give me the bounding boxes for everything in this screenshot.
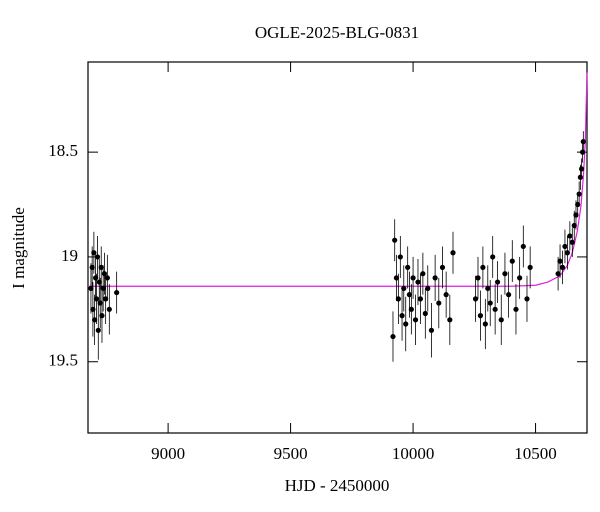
data-point [494, 279, 501, 285]
x-axis-label: HJD - 2450000 [285, 476, 390, 495]
y-axis-label: I magnitude [9, 207, 28, 289]
data-point [447, 317, 453, 323]
data-point [555, 271, 561, 277]
data-point [506, 292, 512, 298]
data-point [422, 310, 428, 317]
data-point [487, 300, 493, 306]
data-point [573, 212, 579, 218]
data-point [393, 275, 400, 281]
data-point [475, 275, 481, 281]
x-tick-label: 9500 [274, 444, 308, 463]
data-point [520, 243, 526, 250]
data-point [114, 289, 120, 296]
y-tick-label: 18.5 [48, 141, 78, 160]
data-point [562, 243, 568, 250]
x-tick-label: 10500 [514, 444, 557, 463]
data-point [98, 264, 104, 271]
data-point [410, 275, 416, 281]
x-tick-label: 9000 [151, 444, 185, 463]
data-point [92, 317, 98, 323]
data-point [502, 271, 508, 277]
data-point [482, 321, 488, 327]
data-point [399, 313, 405, 319]
data-point [103, 296, 109, 302]
data-point [576, 191, 582, 197]
data-point [90, 306, 96, 312]
data-point [397, 254, 403, 260]
data-point [99, 313, 105, 319]
data-point [415, 279, 421, 285]
data-point [403, 321, 409, 327]
data-point [390, 333, 396, 340]
data-point [577, 174, 583, 180]
data-point [513, 306, 519, 312]
plot-frame [87, 61, 588, 434]
x-tick-label: 10000 [392, 444, 435, 463]
data-point [480, 264, 486, 271]
data-point [490, 254, 496, 260]
data-point [579, 166, 585, 172]
data-point [559, 264, 566, 271]
data-point [524, 296, 530, 302]
data-point [405, 264, 411, 271]
data-point [106, 306, 112, 312]
data-point [392, 237, 398, 243]
data-point [477, 313, 484, 319]
y-tick-label: 19 [61, 246, 78, 265]
data-point [406, 292, 412, 298]
data-point [485, 285, 491, 291]
data-point [517, 275, 523, 281]
data-point [408, 306, 414, 312]
chart-title: OGLE-2025-BLG-0831 [255, 23, 419, 42]
data-point [93, 296, 100, 302]
data-point [436, 300, 442, 306]
model-curve [88, 72, 588, 287]
data-point [527, 264, 533, 271]
data-point [580, 139, 586, 145]
data-point [91, 250, 97, 256]
data-point [95, 327, 101, 333]
data-point [498, 317, 504, 323]
data-point [564, 250, 571, 256]
data-point [450, 250, 456, 256]
data-point [412, 317, 419, 323]
data-point [94, 254, 101, 260]
data-point [579, 149, 586, 155]
data-point [100, 285, 106, 291]
data-point [417, 296, 424, 302]
data-point [569, 239, 575, 245]
data-point [89, 264, 95, 271]
data-point [101, 271, 108, 277]
data-point [104, 275, 110, 281]
data-point [567, 233, 573, 239]
data-point [443, 292, 449, 298]
data-point [425, 285, 431, 291]
data-point [395, 296, 401, 302]
data-point [472, 296, 479, 302]
data-point [432, 275, 438, 281]
data-point [557, 258, 563, 264]
data-point [439, 264, 446, 271]
data-point [97, 300, 103, 306]
data-point [492, 306, 498, 312]
data-point [420, 271, 426, 277]
data-point [571, 222, 577, 229]
y-tick-label: 19.5 [48, 351, 78, 370]
data-point [509, 258, 515, 264]
data-point [401, 285, 407, 291]
data-point [428, 327, 435, 333]
